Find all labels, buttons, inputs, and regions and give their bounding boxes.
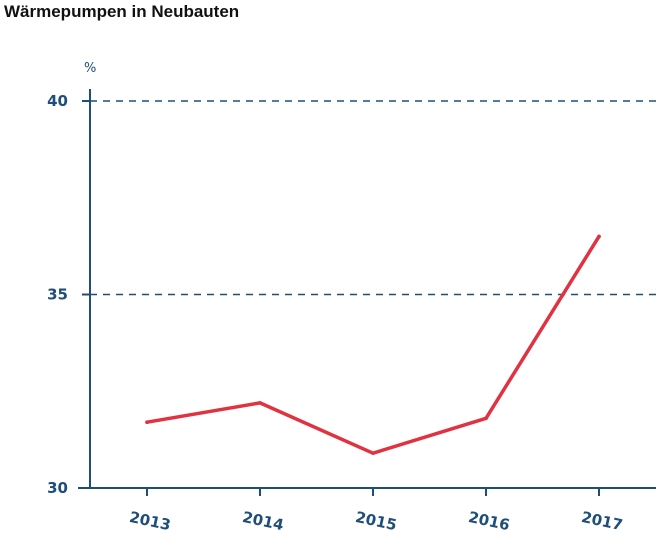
axes (78, 89, 656, 489)
chart-title: Wärmepumpen in Neubauten (4, 2, 240, 21)
y-tick-label-30: 30 (47, 479, 68, 497)
axis-ticks: % 30 35 40 2013 2014 2015 2016 2017 (47, 61, 624, 534)
series-line-0 (145, 234, 601, 455)
data-point-2017 (597, 234, 601, 239)
y-tick-label-35: 35 (47, 286, 68, 304)
x-tick-label-2013: 2013 (128, 508, 173, 534)
data-point-2015 (371, 451, 375, 455)
data-point-2014 (258, 401, 262, 405)
series (145, 234, 601, 455)
x-tick-label-2014: 2014 (241, 508, 286, 534)
x-tick-label-2016: 2016 (467, 508, 512, 534)
y-axis-unit-label: % (84, 61, 96, 76)
x-tick-label-2015: 2015 (354, 508, 399, 534)
x-tick-label-2017: 2017 (580, 508, 625, 534)
grid-lines (90, 100, 656, 296)
y-tick-label-40: 40 (47, 92, 68, 110)
data-point-2013 (145, 420, 149, 425)
data-point-2016 (484, 416, 488, 421)
